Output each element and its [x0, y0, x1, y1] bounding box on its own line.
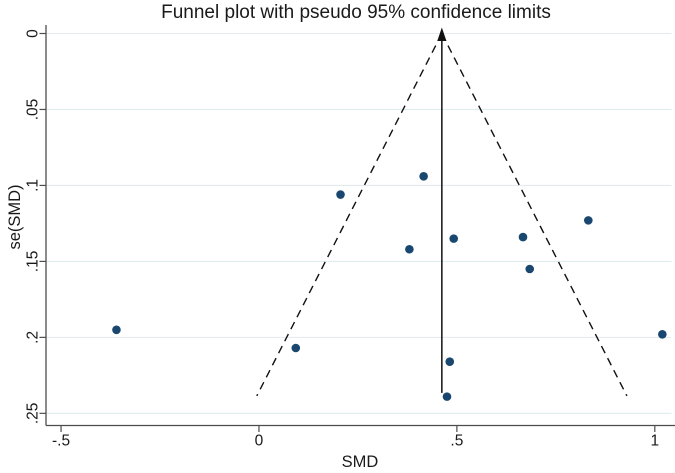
y-tick-label: .2: [25, 331, 42, 344]
data-point: [525, 264, 535, 274]
ticks-layer: 0 .05 .1 .15 .2 .25 -.5 0 .5 1: [25, 29, 660, 450]
funnel-right-dashed-line: [441, 33, 628, 397]
x-tick-label: -.5: [52, 432, 70, 449]
data-point: [445, 357, 455, 366]
y-tick-label: .1: [25, 179, 42, 192]
data-point: [449, 234, 459, 243]
data-point: [442, 392, 452, 401]
gridlines-layer: [46, 32, 672, 414]
x-tick-label: 0: [255, 432, 264, 449]
data-point: [405, 244, 414, 254]
y-tick-label: 0: [25, 29, 42, 38]
data-point: [112, 325, 121, 335]
data-point: [291, 343, 301, 353]
chart-title: Funnel plot with pseudo 95% confidence l…: [161, 2, 551, 23]
data-point: [658, 330, 667, 339]
axes-layer: [45, 25, 675, 427]
y-tick-label: .15: [25, 251, 42, 273]
funnel-lines-layer: [256, 27, 628, 397]
effect-arrow-head: [437, 27, 447, 41]
data-point: [584, 216, 593, 225]
x-tick-label: 1: [650, 432, 659, 449]
data-point: [419, 172, 428, 181]
y-axis-label: se(SMD): [6, 184, 24, 249]
y-tick-label: .25: [25, 403, 42, 425]
x-tick-label: .5: [450, 432, 463, 449]
data-points-layer: [112, 172, 667, 401]
data-point: [336, 190, 345, 199]
funnel-left-dashed-line: [256, 33, 443, 397]
y-tick-label: .05: [25, 99, 42, 121]
x-axis-label: SMD: [342, 453, 379, 471]
data-point: [518, 232, 528, 242]
